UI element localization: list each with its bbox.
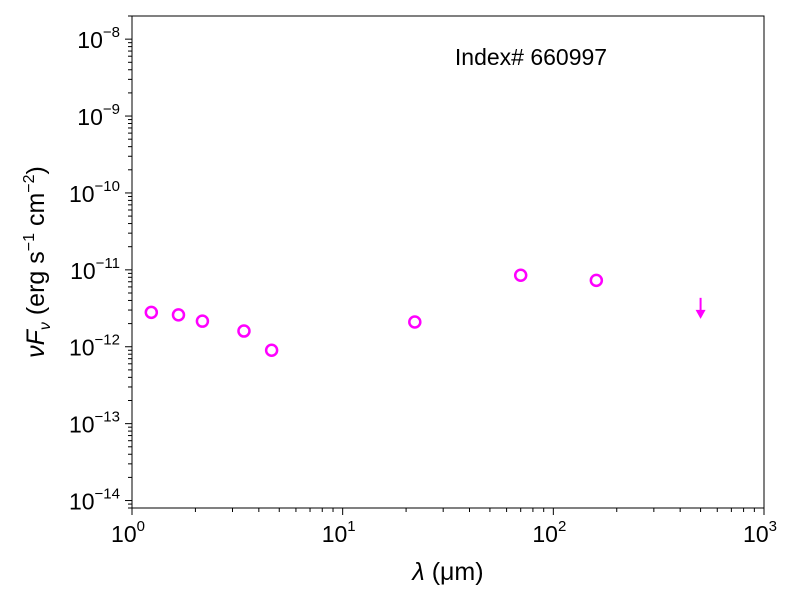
data-point [408,315,422,329]
y-tick-label: 10−8 [77,24,120,53]
x-tick-label: 103 [743,518,777,547]
upper-limit-arrow [695,297,706,319]
data-point [195,314,210,328]
annotation-label: Index# 660997 [455,44,607,70]
y-tick-label: 10−14 [69,486,120,515]
data-point [237,324,251,338]
y-tick-label: 10−10 [69,178,120,207]
data-point [144,305,159,320]
data-point [589,273,604,288]
y-axis-title: νFν (erg s−1 cm−2) [21,166,54,358]
y-tick-label: 10−12 [69,332,120,361]
data-point [513,268,528,283]
axis-ticks: 100 101 102 103 10−14 10−13 10−12 10−11 10−10 10−… [69,15,777,547]
x-axis-title: λ (μm) [410,558,483,586]
y-tick-label: 10−9 [77,101,120,130]
data-point [264,343,279,358]
x-tick-label: 102 [532,518,566,547]
y-tick-label: 10−13 [69,409,120,438]
x-tick-label: 100 [111,518,145,547]
data-point [171,308,186,322]
x-tick-label: 101 [322,518,356,547]
y-tick-label: 10−11 [70,255,120,284]
plot-frame [131,15,765,509]
data-points [144,268,706,358]
